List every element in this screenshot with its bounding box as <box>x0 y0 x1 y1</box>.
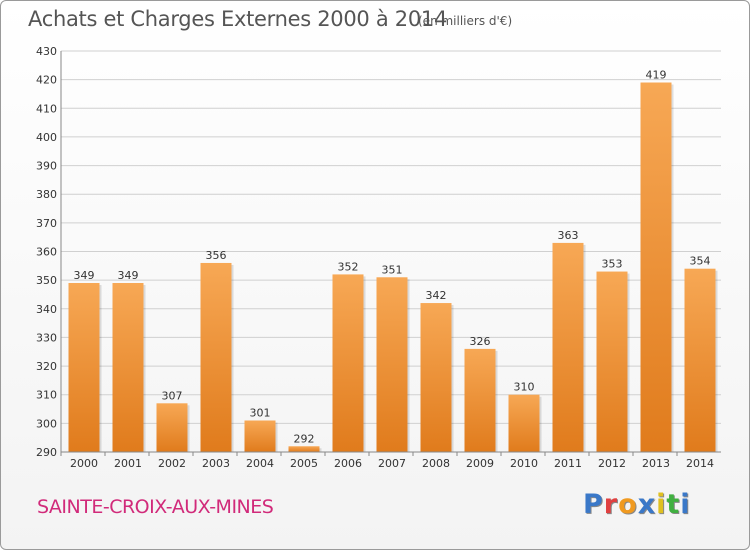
bar-value-label: 353 <box>602 258 623 271</box>
y-tick-label: 420 <box>36 74 57 87</box>
bar <box>68 283 100 452</box>
bar <box>112 283 144 452</box>
bar <box>200 262 232 452</box>
logo-letter: t <box>666 489 681 520</box>
y-tick-label: 380 <box>36 188 57 201</box>
bar <box>552 242 584 452</box>
logo-letter: x <box>637 489 657 520</box>
x-tick-label: 2014 <box>686 457 714 470</box>
bar <box>596 271 628 452</box>
y-tick-label: 310 <box>36 389 57 402</box>
bar <box>684 268 716 452</box>
y-axis-ticks: 290 300 310 320 330 340 350 360 370 380 390 400 410 4… <box>36 45 57 459</box>
bar-value-label: 307 <box>162 389 183 402</box>
commune-name: SAINTE-CROIX-AUX-MINES <box>37 496 274 518</box>
x-tick-label: 2006 <box>334 457 362 470</box>
y-tick-label: 400 <box>36 131 57 144</box>
bar-value-label: 363 <box>558 229 579 242</box>
bar-value-label: 342 <box>426 289 447 302</box>
y-tick-label: 430 <box>36 45 57 58</box>
x-tick-label: 2012 <box>598 457 626 470</box>
x-tick-label: 2008 <box>422 457 450 470</box>
x-tick-label: 2000 <box>70 457 98 470</box>
bar-value-label: 326 <box>470 335 491 348</box>
x-axis-ticks: 2000 2001 2002 2003 2004 2005 2006 2007 2008 2009… <box>60 452 714 470</box>
bar <box>332 274 364 452</box>
bar-value-label: 349 <box>118 269 139 282</box>
axes <box>60 51 721 453</box>
x-tick-label: 2013 <box>642 457 670 470</box>
y-tick-label: 290 <box>36 446 57 459</box>
bar <box>376 277 408 452</box>
bar <box>288 446 320 452</box>
logo-letter: P <box>583 489 604 520</box>
chart-title: Achats et Charges Externes 2000 à 2014 <box>28 7 448 31</box>
bars <box>68 82 718 452</box>
logo-letter: i <box>680 489 691 520</box>
bar <box>464 348 496 452</box>
y-tick-label: 390 <box>36 160 57 173</box>
proxiti-logo: Proxiti <box>583 489 691 520</box>
x-tick-label: 2002 <box>158 457 186 470</box>
bar-value-label: 351 <box>382 263 403 276</box>
logo-letter: r <box>603 489 619 520</box>
y-tick-label: 320 <box>36 360 57 373</box>
x-tick-label: 2009 <box>466 457 494 470</box>
bar-value-label: 419 <box>646 69 667 82</box>
bar-value-label: 301 <box>250 406 271 419</box>
logo-letter: o <box>618 489 638 520</box>
bar-value-label: 354 <box>690 255 711 268</box>
x-tick-label: 2011 <box>554 457 582 470</box>
bar <box>156 403 188 452</box>
bar-value-label: 356 <box>206 249 227 262</box>
y-tick-label: 300 <box>36 417 57 430</box>
x-tick-label: 2007 <box>378 457 406 470</box>
logo-letter: i <box>656 489 667 520</box>
x-tick-label: 2001 <box>114 457 142 470</box>
value-labels: 349 349 307 356 301 292 352 351 342 326 310 363 353 4… <box>74 69 711 446</box>
y-tick-label: 340 <box>36 303 57 316</box>
chart-subtitle: (en milliers d'€) <box>418 14 513 28</box>
x-tick-label: 2010 <box>510 457 538 470</box>
bar <box>508 394 540 452</box>
y-tick-label: 410 <box>36 102 57 115</box>
bar <box>420 303 452 452</box>
y-tick-label: 360 <box>36 246 57 259</box>
x-tick-label: 2004 <box>246 457 274 470</box>
bar-value-label: 292 <box>294 432 315 445</box>
y-tick-label: 330 <box>36 331 57 344</box>
bar-value-label: 352 <box>338 260 359 273</box>
x-tick-label: 2005 <box>290 457 318 470</box>
y-tick-label: 350 <box>36 274 57 287</box>
bar-value-label: 310 <box>514 381 535 394</box>
y-tick-label: 370 <box>36 217 57 230</box>
bar <box>640 82 672 452</box>
x-tick-label: 2003 <box>202 457 230 470</box>
bar <box>244 420 276 452</box>
bar-value-label: 349 <box>74 269 95 282</box>
